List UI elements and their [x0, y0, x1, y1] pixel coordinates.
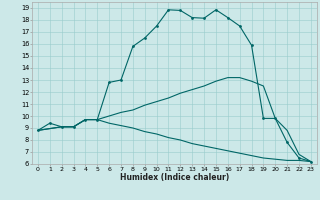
X-axis label: Humidex (Indice chaleur): Humidex (Indice chaleur) [120, 173, 229, 182]
